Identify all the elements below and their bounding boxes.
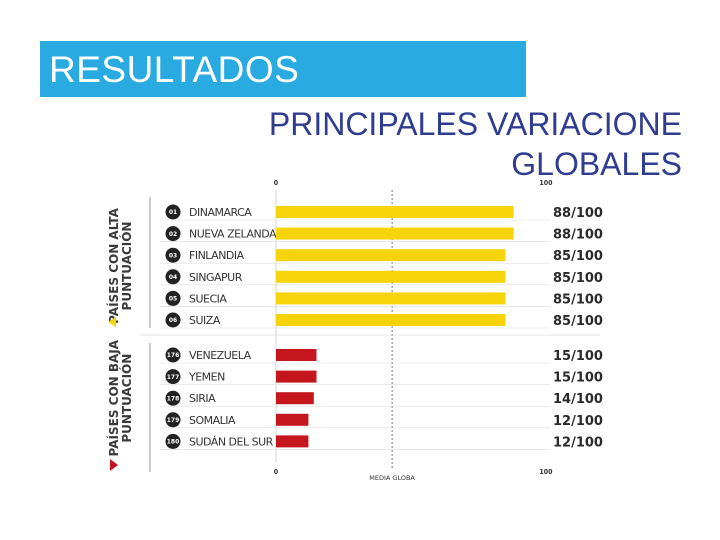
- data-bar: [276, 413, 309, 426]
- score-label: 85/100: [553, 271, 603, 286]
- slide-subtitle: PRINCIPALES VARIACIONE GLOBALES: [182, 104, 682, 184]
- rank-number: 180: [167, 439, 180, 446]
- country-label: YEMEN: [188, 371, 225, 384]
- subtitle-line-1: PRINCIPALES VARIACIONE: [268, 106, 682, 142]
- score-label: 15/100: [553, 349, 603, 364]
- rank-number: 177: [167, 374, 180, 381]
- score-value: 15: [553, 349, 571, 364]
- country-label: SINGAPUR: [189, 271, 243, 284]
- group-label-1: PAÍSES CON BAJA: [106, 339, 121, 456]
- score-suffix: /100: [571, 249, 603, 264]
- score-label: 85/100: [553, 314, 603, 329]
- score-value: 85: [553, 249, 571, 264]
- score-label: 88/100: [553, 228, 603, 243]
- rank-number: 02: [169, 231, 177, 238]
- score-value: 12: [553, 414, 571, 429]
- x-tick-top-100: 100: [539, 179, 553, 187]
- rank-badge: [165, 204, 181, 220]
- triangle-left-icon: [108, 317, 116, 327]
- score-suffix: /100: [571, 228, 603, 243]
- group-label-0: PAÍSES CON ALTA: [106, 207, 121, 324]
- score-suffix: /100: [571, 371, 603, 386]
- score-value: 88: [553, 206, 571, 221]
- group-sublabel-0: PUNTUACIÓN: [119, 222, 134, 311]
- score-suffix: /100: [571, 392, 603, 407]
- data-bar: [276, 370, 317, 383]
- average-label: MEDIA GLOBA: [369, 474, 415, 482]
- score-suffix: /100: [571, 414, 603, 429]
- rank-number: 179: [167, 417, 180, 424]
- data-bar: [276, 292, 506, 305]
- score-value: 15: [553, 371, 571, 386]
- score-label: 12/100: [553, 435, 603, 450]
- score-value: 88: [553, 228, 571, 243]
- rank-badge: [165, 347, 181, 363]
- score-value: 85: [553, 314, 571, 329]
- score-suffix: /100: [571, 292, 603, 307]
- rank-number: 03: [169, 252, 177, 259]
- rank-number: 01: [169, 209, 177, 216]
- data-bar: [276, 314, 506, 326]
- rank-badge: [165, 312, 181, 328]
- x-tick-bottom-100: 100: [539, 468, 553, 476]
- country-label: VENEZUELA: [189, 349, 252, 362]
- data-bar: [276, 206, 514, 218]
- score-value: 14: [553, 392, 571, 407]
- rank-number: 06: [169, 317, 177, 324]
- score-label: 85/100: [553, 292, 603, 307]
- data-bar: [276, 349, 317, 361]
- x-tick-top-0: 0: [274, 179, 279, 187]
- data-bar: [276, 435, 309, 448]
- rank-badge: [165, 390, 181, 406]
- rank-number: 04: [169, 274, 177, 281]
- rank-number: 176: [167, 352, 180, 359]
- country-label: DINAMARCA: [189, 206, 252, 219]
- slide-title: RESULTADOS: [49, 49, 300, 90]
- score-value: 12: [553, 435, 571, 450]
- score-value: 85: [553, 292, 571, 307]
- score-label: 14/100: [553, 392, 603, 407]
- score-suffix: /100: [571, 349, 603, 364]
- country-label: FINLANDIA: [189, 249, 245, 262]
- rank-badge: [165, 226, 181, 242]
- rank-badge: [165, 290, 181, 306]
- score-label: 12/100: [553, 414, 603, 429]
- rank-badge: [165, 269, 181, 285]
- rank-badge: [165, 433, 181, 449]
- data-bar: [276, 249, 506, 262]
- subtitle-line-2: GLOBALES: [511, 146, 682, 182]
- score-label: 88/100: [553, 206, 603, 221]
- score-suffix: /100: [571, 206, 603, 221]
- score-suffix: /100: [571, 314, 603, 329]
- score-suffix: /100: [571, 271, 603, 286]
- data-bar: [276, 392, 314, 405]
- group-sublabel-1: PUNTUACIÓN: [119, 354, 134, 443]
- rank-number: 178: [167, 395, 180, 402]
- data-bar: [276, 270, 506, 283]
- x-tick-bottom-0: 0: [274, 468, 279, 476]
- country-label: SUDÁN DEL SUR: [189, 435, 274, 448]
- triangle-right-icon: [110, 459, 118, 471]
- title-banner: RESULTADOS: [40, 41, 526, 97]
- data-bar: [276, 227, 514, 240]
- country-label: NUEVA ZELANDA: [189, 228, 277, 241]
- rank-badge: [165, 369, 181, 385]
- rank-number: 05: [169, 296, 177, 303]
- country-label: SOMALIA: [189, 414, 236, 427]
- score-value: 85: [553, 271, 571, 286]
- score-label: 15/100: [553, 371, 603, 386]
- rank-badge: [165, 412, 181, 428]
- country-label: SUECIA: [189, 292, 227, 305]
- score-suffix: /100: [571, 435, 603, 450]
- country-label: SIRIA: [189, 392, 216, 405]
- score-label: 85/100: [553, 249, 603, 264]
- country-label: SUIZA: [189, 314, 221, 327]
- rank-badge: [165, 247, 181, 263]
